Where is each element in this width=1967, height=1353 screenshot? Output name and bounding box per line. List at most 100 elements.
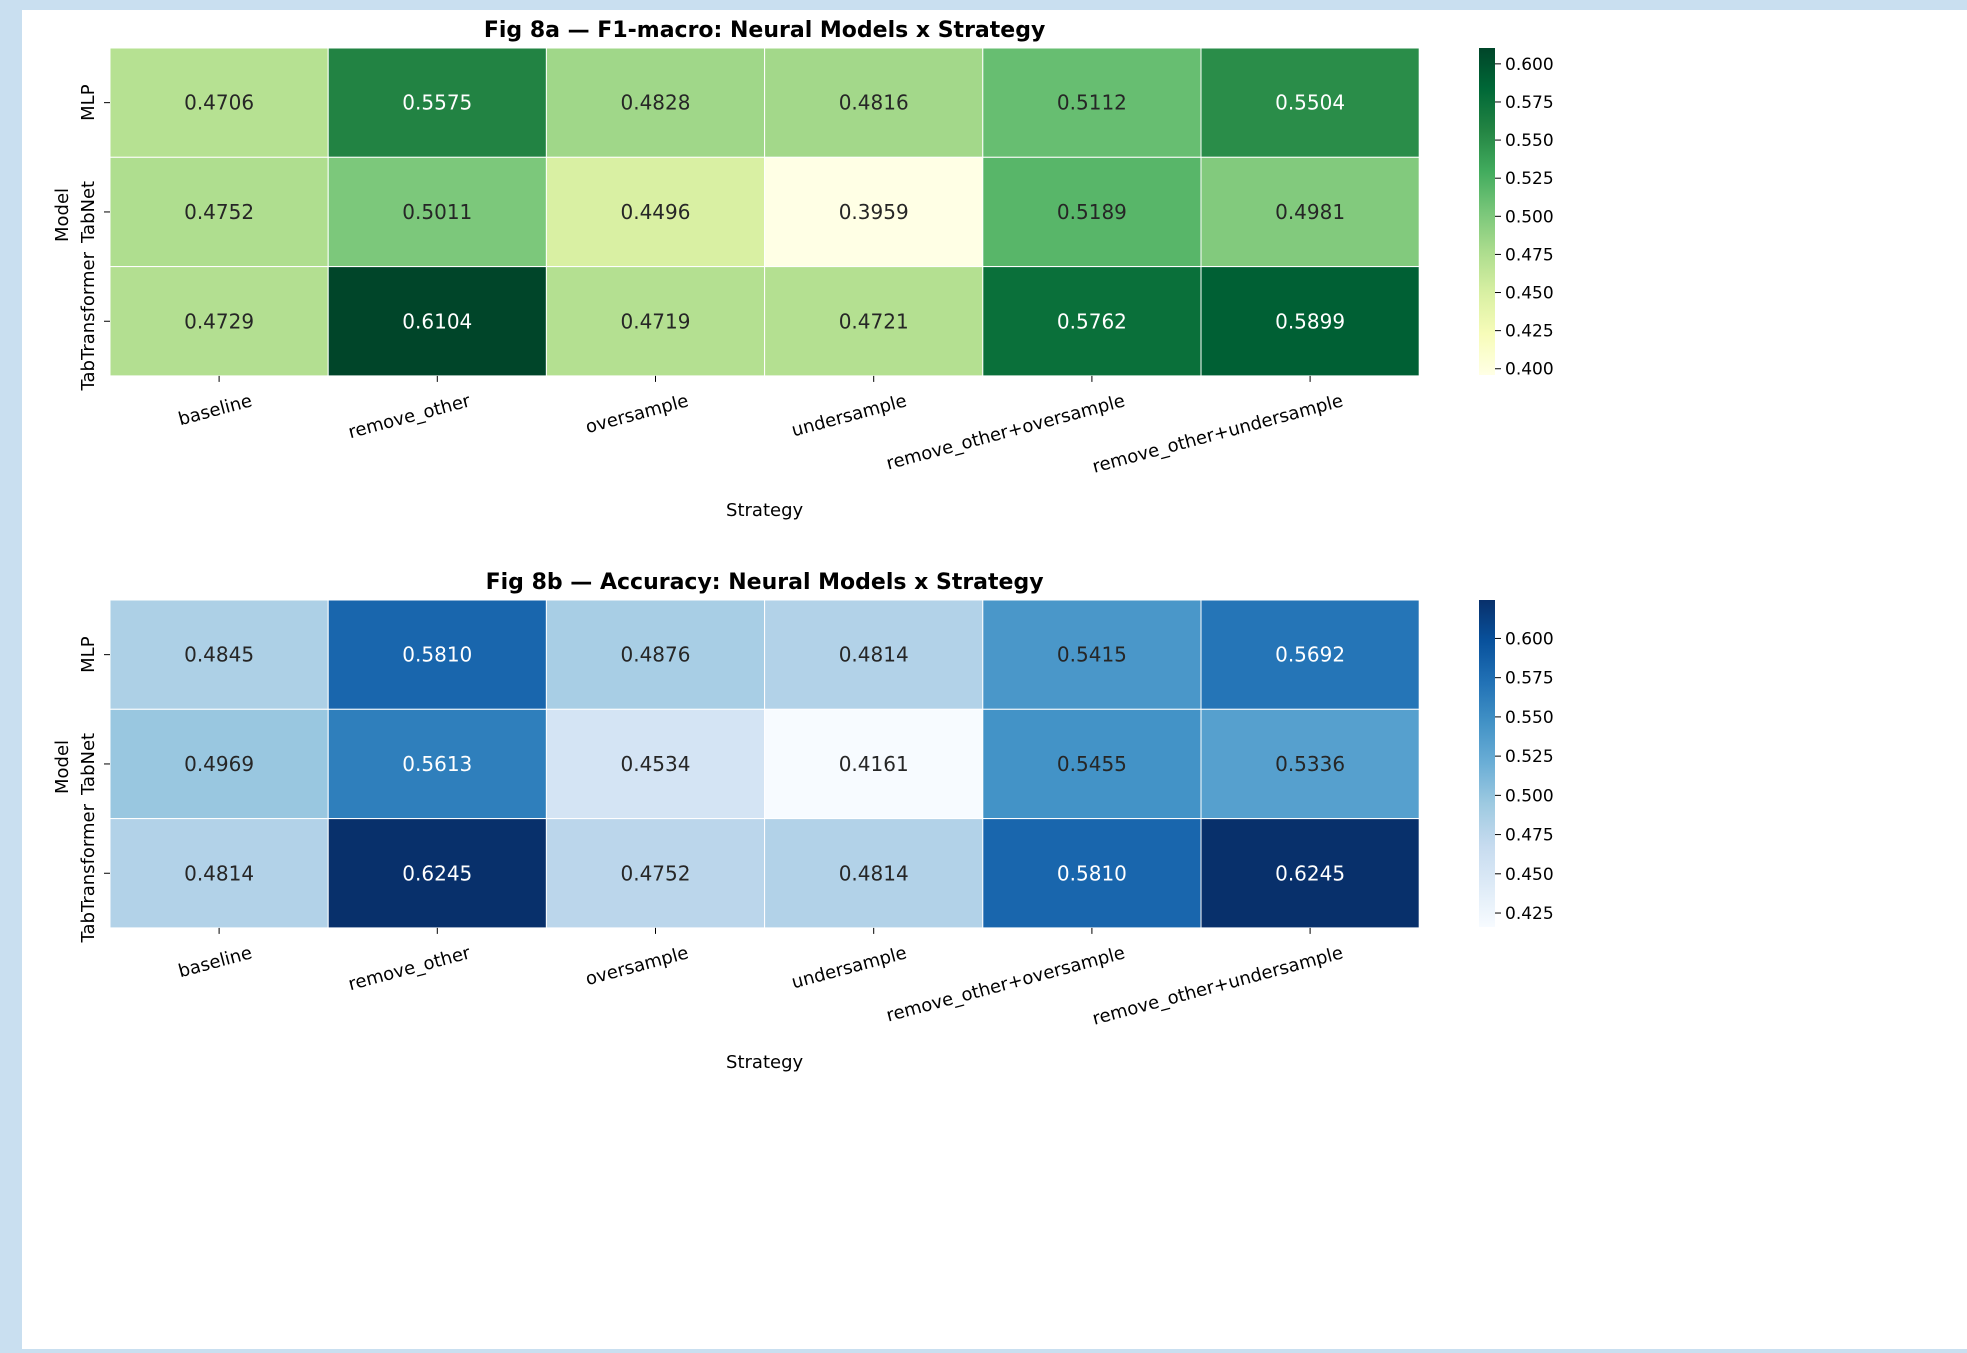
- colorbar-tick-label: 0.575: [1505, 93, 1554, 113]
- heatmap-cell: [1200, 599, 1420, 710]
- cell-value-label: 0.4719: [621, 309, 691, 333]
- heatmap-cell: [327, 818, 547, 929]
- cell-value-label: 0.4814: [839, 861, 909, 885]
- cell-value-label: 0.5810: [1057, 861, 1127, 885]
- x-tick-label: remove_other: [346, 390, 473, 443]
- heatmap-cell: [982, 47, 1202, 158]
- heatmap-cell: [982, 708, 1202, 820]
- colorbar-tick-label: 0.475: [1505, 245, 1554, 265]
- cell-value-label: 0.4534: [621, 752, 691, 776]
- x-tick-label: baseline: [176, 942, 254, 982]
- colorbar-tick-label: 0.475: [1505, 826, 1554, 846]
- colorbar-tick-label: 0.450: [1505, 865, 1554, 885]
- x-tick-label: baseline: [176, 390, 254, 430]
- heatmap-cell: [764, 47, 984, 158]
- cell-value-label: 0.4981: [1275, 200, 1345, 224]
- x-tick-label: undersample: [789, 390, 909, 441]
- colorbar-tick-label: 0.525: [1505, 169, 1554, 189]
- y-tick-label: MLP: [78, 636, 99, 673]
- cell-value-label: 0.4814: [839, 643, 909, 667]
- heatmap-cell: [764, 818, 984, 929]
- cell-value-label: 0.4721: [839, 309, 909, 333]
- colorbar-tick-label: 0.450: [1505, 284, 1554, 304]
- x-tick-label: remove_other+undersample: [1090, 942, 1345, 1029]
- chart-title: Fig 8a — F1-macro: Neural Models x Strat…: [484, 18, 1045, 43]
- colorbar-tick-label: 0.600: [1505, 629, 1554, 649]
- colorbar: [1479, 48, 1495, 375]
- heatmap-cell: [327, 47, 547, 158]
- colorbar-tick-label: 0.425: [1505, 322, 1554, 342]
- cell-value-label: 0.5112: [1057, 91, 1127, 115]
- heatmap-figure: Fig 8a — F1-macro: Neural Models x Strat…: [52, 18, 1554, 1073]
- cell-value-label: 0.5899: [1275, 309, 1345, 333]
- cell-value-label: 0.5810: [402, 643, 472, 667]
- cell-value-label: 0.6104: [402, 309, 472, 333]
- heatmap-cell: [982, 599, 1202, 710]
- x-axis-label: Strategy: [726, 1052, 803, 1073]
- cell-value-label: 0.5189: [1057, 200, 1127, 224]
- cell-value-label: 0.4828: [621, 91, 691, 115]
- cell-value-label: 0.4706: [184, 91, 254, 115]
- cell-value-label: 0.5455: [1057, 752, 1127, 776]
- colorbar-tick-label: 0.550: [1505, 131, 1554, 151]
- cell-value-label: 0.4496: [621, 200, 691, 224]
- y-tick-label: TabTransformer: [78, 803, 99, 943]
- heatmap-cell: [1200, 818, 1420, 929]
- cell-value-label: 0.5504: [1275, 91, 1345, 115]
- heatmap-cell: [1200, 266, 1420, 377]
- heatmap-cell: [1200, 708, 1420, 820]
- y-tick-label: MLP: [78, 84, 99, 121]
- heatmap-cell: [327, 599, 547, 710]
- colorbar-tick-label: 0.600: [1505, 55, 1554, 75]
- x-tick-label: undersample: [789, 942, 909, 993]
- x-tick-label: oversample: [583, 390, 690, 438]
- heatmap-cell: [764, 156, 984, 268]
- heatmap-cell: [545, 818, 766, 929]
- colorbar: [1479, 600, 1495, 927]
- cell-value-label: 0.5613: [402, 752, 472, 776]
- colorbar-tick-label: 0.500: [1505, 207, 1554, 227]
- y-tick-label: TabNet: [78, 181, 99, 244]
- y-tick-label: TabNet: [78, 733, 99, 796]
- figure-canvas: Fig 8a — F1-macro: Neural Models x Strat…: [22, 10, 1967, 1349]
- cell-value-label: 0.4816: [839, 91, 909, 115]
- heatmap-cell: [764, 599, 984, 710]
- heatmap-cell: [1200, 47, 1420, 158]
- heatmap-cell: [545, 47, 766, 158]
- colorbar-tick-label: 0.525: [1505, 747, 1554, 767]
- cell-value-label: 0.4729: [184, 309, 254, 333]
- cell-value-label: 0.6245: [1275, 861, 1345, 885]
- cell-value-label: 0.5415: [1057, 643, 1127, 667]
- heatmap-cell: [764, 266, 984, 377]
- cell-value-label: 0.6245: [402, 861, 472, 885]
- x-tick-label: remove_other: [346, 942, 473, 995]
- heatmap-cell: [545, 266, 766, 377]
- cell-value-label: 0.4876: [621, 643, 691, 667]
- heatmap-cell: [109, 266, 329, 377]
- cell-value-label: 0.4752: [621, 861, 691, 885]
- cell-value-label: 0.4969: [184, 752, 254, 776]
- heatmap-cell: [545, 599, 766, 710]
- cell-value-label: 0.5575: [402, 91, 472, 115]
- heatmap-cell: [982, 266, 1202, 377]
- colorbar-tick-label: 0.550: [1505, 708, 1554, 728]
- colorbar-tick-label: 0.425: [1505, 904, 1554, 924]
- chart-title: Fig 8b — Accuracy: Neural Models x Strat…: [486, 570, 1044, 595]
- colorbar-tick-label: 0.400: [1505, 360, 1554, 380]
- x-tick-label: oversample: [583, 942, 690, 990]
- colorbar-tick-label: 0.500: [1505, 786, 1554, 806]
- heatmap-cell: [109, 156, 329, 268]
- heatmap-cell: [982, 818, 1202, 929]
- heatmap-cell: [109, 818, 329, 929]
- heatmap-cell: [327, 156, 547, 268]
- heatmap-cell: [109, 47, 329, 158]
- heatmap-cell: [327, 266, 547, 377]
- heatmap-panel-2: Fig 8b — Accuracy: Neural Models x Strat…: [52, 570, 1554, 1073]
- y-axis-label: Model: [52, 188, 73, 242]
- x-tick-label: remove_other+undersample: [1090, 390, 1345, 477]
- cell-value-label: 0.4814: [184, 861, 254, 885]
- cell-value-label: 0.5011: [402, 200, 472, 224]
- y-tick-label: TabTransformer: [78, 251, 99, 391]
- cell-value-label: 0.5336: [1275, 752, 1345, 776]
- cell-value-label: 0.4161: [839, 752, 909, 776]
